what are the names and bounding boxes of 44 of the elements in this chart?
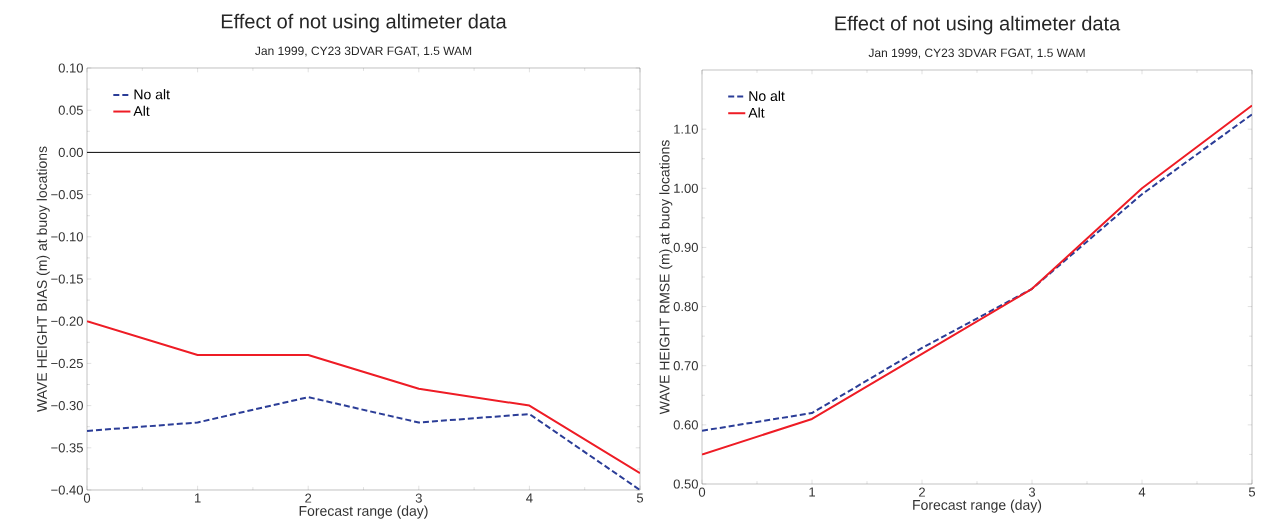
x-tick-label: 3 [1028,487,1036,497]
y-tick-label: −0.05 [51,189,83,200]
y-tick-label: 0.60 [673,420,698,430]
x-tick-label: 1 [194,493,201,503]
legend-label: No alt [749,90,785,102]
x-tick-label: 3 [415,493,422,503]
y-tick-label: 0.70 [673,361,698,371]
y-tick-label: −0.40 [51,485,83,495]
legend-label: Alt [133,105,150,116]
x-tick-label: 2 [919,487,925,497]
chart-subtitle: Jan 1999, CY23 3DVAR FGAT, 1.5 WAM [255,46,472,57]
y-axis-title: WAVE HEIGHT RMSE (m) at buoy locations [659,140,673,415]
y-tick-label: 0.90 [673,242,698,253]
line-series [87,320,640,475]
x-tick-label: 0 [698,487,706,497]
x-tick-label: 4 [526,493,533,503]
y-tick-label: −0.15 [51,274,83,284]
y-tick-label: 0.50 [673,479,698,489]
x-tick-label: 5 [636,493,644,503]
y-tick-label: −0.35 [51,443,83,453]
y-axis-title: WAVE HEIGHT BIAS (m) at buoy locations [36,146,50,412]
x-axis-title: Forecast range (day) [299,505,428,519]
y-tick-label: −0.25 [51,358,83,368]
y-tick-label: 0.00 [58,147,83,157]
legend-label: No alt [134,89,170,100]
y-tick-label: 0.10 [58,63,83,73]
chart-subtitle: Jan 1999, CY23 3DVAR FGAT, 1.5 WAM [868,48,1085,59]
y-tick-label: 1.10 [674,124,698,134]
x-tick-label: 2 [305,493,312,503]
y-tick-label: 0.80 [673,301,698,312]
x-tick-label: 5 [1248,487,1256,497]
x-axis-title: Forecast range (day) [913,499,1042,513]
x-tick-label: 1 [809,487,815,497]
chart-title: Effect of not using altimeter data [835,15,1121,35]
x-tick-label: 4 [1138,487,1146,497]
y-tick-label: 0.05 [58,105,83,115]
y-tick-label: 1.00 [674,183,698,193]
chart-title: Effect of not using altimeter data [221,13,507,33]
line-series [87,396,640,490]
y-tick-label: −0.20 [51,316,83,326]
y-tick-label: −0.10 [51,232,83,242]
x-tick-label: 0 [83,493,91,503]
legend-label: Alt [748,107,765,118]
y-tick-label: −0.30 [51,400,83,411]
